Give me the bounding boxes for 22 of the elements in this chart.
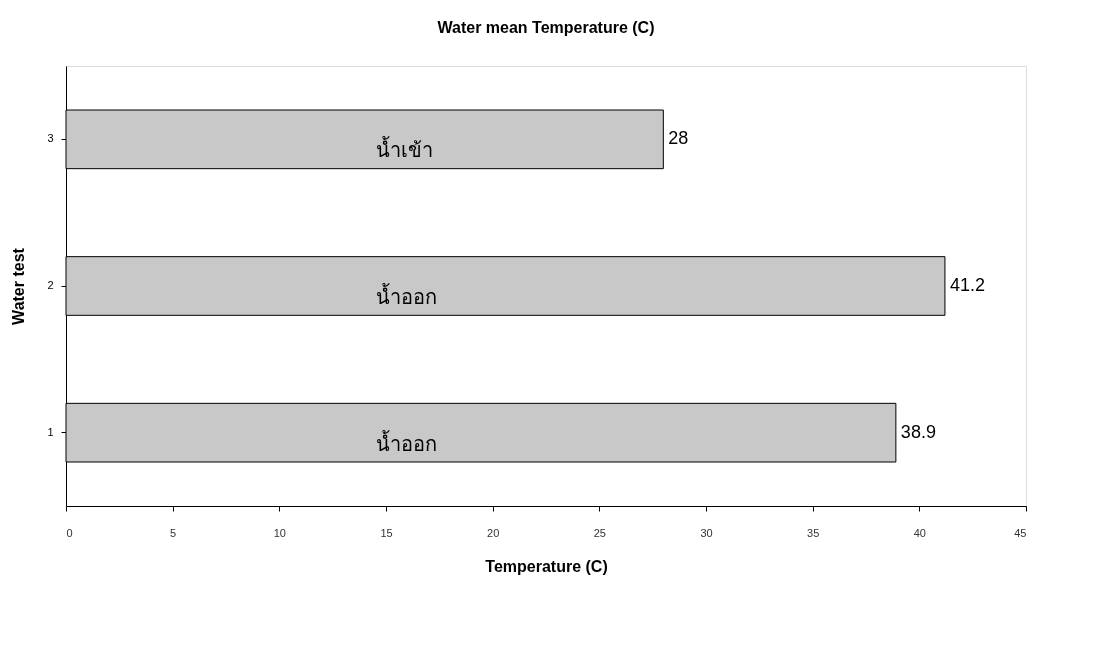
data-label: 38.9 bbox=[900, 421, 936, 442]
annotation: น้ำออก bbox=[376, 283, 437, 308]
y-tick-label: 1 bbox=[47, 425, 54, 438]
data-label: 41.2 bbox=[949, 275, 985, 295]
y-axis-title: Water test bbox=[10, 247, 28, 325]
y-tick-label: 2 bbox=[47, 279, 54, 291]
data-label: 28 bbox=[668, 128, 689, 149]
x-tick-label: 45 bbox=[1014, 526, 1027, 539]
x-tick-label: 0 bbox=[66, 526, 73, 539]
x-tick-label: 20 bbox=[487, 526, 500, 539]
x-axis-title: Temperature (C) bbox=[485, 557, 608, 575]
annotation: น้ำเข้า bbox=[376, 136, 433, 162]
x-tick-label: 10 bbox=[273, 526, 286, 539]
chart-title: Water mean Temperature (C) bbox=[437, 19, 655, 36]
x-tick-label: 5 bbox=[170, 526, 177, 539]
x-tick-label: 25 bbox=[593, 526, 606, 539]
x-tick-label: 40 bbox=[913, 526, 926, 539]
y-tick-label: 3 bbox=[47, 132, 54, 145]
annotation: น้ำออก bbox=[376, 429, 437, 455]
x-tick-label: 35 bbox=[807, 526, 820, 539]
x-tick-label: 15 bbox=[380, 526, 393, 539]
x-tick-label: 30 bbox=[700, 526, 713, 539]
